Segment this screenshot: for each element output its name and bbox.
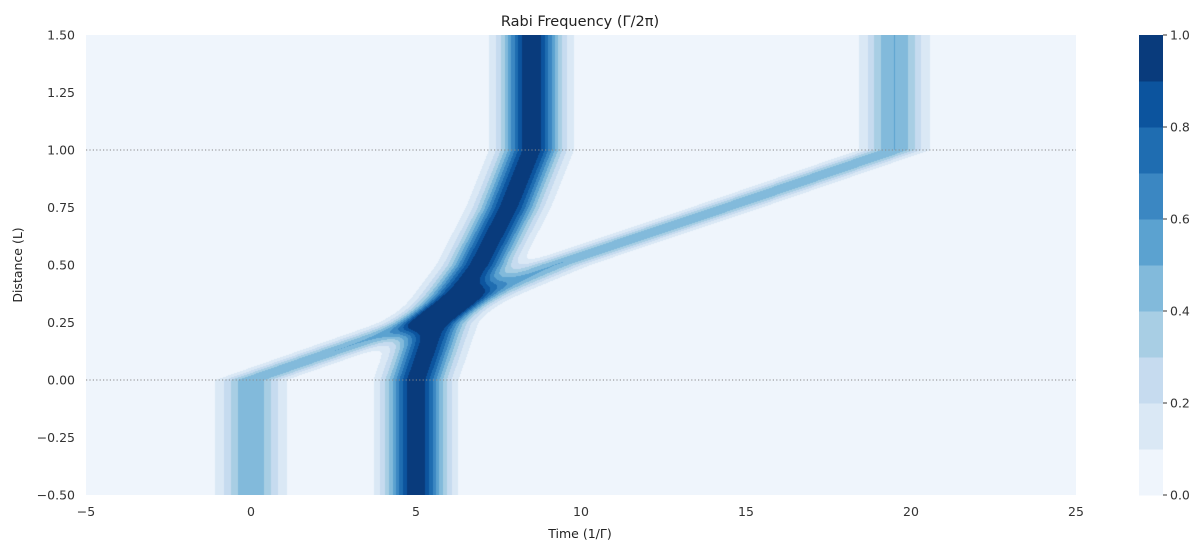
colorbar-level [1139, 449, 1163, 496]
colorbar-level [1139, 81, 1163, 128]
x-tick-label: 20 [903, 504, 919, 519]
colorbar-tick-label: 0.4 [1170, 304, 1190, 319]
y-tick-label: 0.75 [47, 200, 75, 215]
colorbar-level [1139, 127, 1163, 174]
x-tick-label: −5 [77, 504, 95, 519]
x-tick-label: 0 [247, 504, 255, 519]
colorbar-level [1139, 403, 1163, 450]
x-tick-label: 25 [1068, 504, 1084, 519]
y-tick-label: 0.00 [47, 373, 75, 388]
colorbar-tick-label: 0.6 [1170, 212, 1190, 227]
colorbar-tick-label: 0.8 [1170, 120, 1190, 135]
colorbar-level [1139, 357, 1163, 404]
colorbar-level [1139, 311, 1163, 358]
colorbar: 0.0 0.2 0.4 0.6 0.8 1.0 [1139, 28, 1190, 503]
x-tick-label: 10 [573, 504, 589, 519]
x-tick-label: 15 [738, 504, 754, 519]
colorbar-level [1139, 35, 1163, 82]
colorbar-level [1139, 265, 1163, 312]
x-axis: −5 0 5 10 15 20 25 [77, 504, 1084, 519]
y-tick-label: −0.25 [37, 430, 75, 445]
colorbar-level [1139, 173, 1163, 220]
colorbar-tick-label: 0.0 [1170, 488, 1190, 503]
y-tick-label: 0.50 [47, 258, 75, 273]
y-tick-label: 0.25 [47, 315, 75, 330]
y-tick-label: 1.00 [47, 143, 75, 158]
x-tick-label: 5 [412, 504, 420, 519]
y-axis: −0.50 −0.25 0.00 0.25 0.50 0.75 1.00 1.25 1.50 [37, 28, 75, 503]
y-axis-label: Distance (L) [10, 227, 25, 302]
chart-title: Rabi Frequency (Γ/2π) [501, 14, 659, 30]
colorbar-tick-label: 1.0 [1170, 28, 1190, 43]
y-tick-label: 1.50 [47, 28, 75, 43]
colorbar-tick-label: 0.2 [1170, 396, 1190, 411]
plot-area [86, 35, 1076, 495]
y-tick-label: −0.50 [37, 488, 75, 503]
y-tick-label: 1.25 [47, 85, 75, 100]
x-axis-label: Time (1/Γ) [547, 526, 611, 541]
colorbar-level [1139, 219, 1163, 266]
rabi-frequency-field [86, 35, 1076, 495]
